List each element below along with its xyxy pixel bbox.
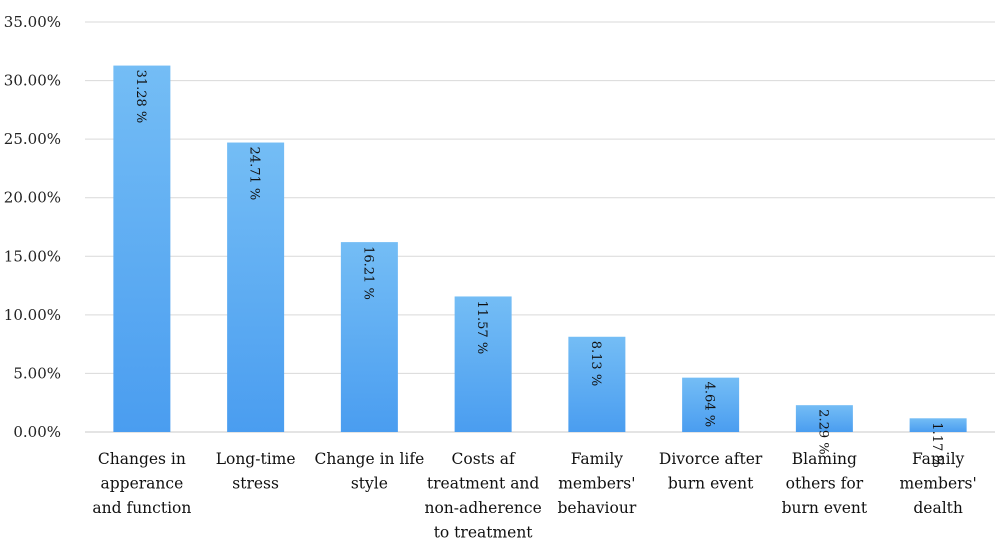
data-label: 2.29 % [815, 409, 830, 454]
category-label: Costs af treatment and non-adherence to tre… [424, 450, 541, 542]
y-tick-label: 25.00% [4, 130, 61, 148]
x-axis: Changes in apperance and function Long-time… [92, 450, 976, 542]
category-label: Change in life style [314, 450, 424, 493]
category-label: Divorce after burn event [659, 450, 763, 493]
category-label: Long-time stress [216, 450, 296, 493]
y-tick-label: 15.00% [4, 247, 61, 265]
bar [682, 377, 740, 432]
data-label: 8.13 % [588, 341, 603, 386]
y-tick-label: 0.00% [13, 423, 61, 441]
bar [795, 405, 853, 432]
y-tick-label: 5.00% [13, 364, 61, 382]
y-tick-label: 30.00% [4, 72, 61, 90]
bar [227, 142, 285, 433]
data-label: 16.21 % [360, 246, 375, 300]
y-tick-label: 20.00% [4, 189, 61, 207]
bar [909, 418, 967, 432]
category-label: Family members' behaviour [557, 450, 636, 517]
y-tick-label: 35.00% [4, 13, 61, 31]
data-label: 31.28 % [133, 70, 148, 124]
y-tick-label: 10.00% [4, 306, 61, 324]
category-label: Family members' dealth [899, 450, 976, 517]
category-label: Changes in apperance and function [92, 450, 191, 517]
bar [568, 336, 626, 432]
gridlines [85, 21, 995, 433]
data-label: 4.64 % [702, 382, 717, 427]
bar [340, 242, 398, 432]
category-label: Blaming others for burn event [782, 450, 868, 517]
data-label: 11.57 % [474, 300, 489, 354]
bar [113, 65, 171, 432]
data-label: 1.17 % [929, 422, 944, 467]
bar [454, 296, 512, 432]
y-axis: 0.00% 5.00% 10.00% 15.00% 20.00% 25.00% 30.00%… [4, 13, 61, 441]
data-label: 24.71 % [247, 147, 262, 201]
bars: 31.28 % 24.71 % 16.21 % 11.57 % 8.13 % 4.64 %… [113, 65, 967, 468]
